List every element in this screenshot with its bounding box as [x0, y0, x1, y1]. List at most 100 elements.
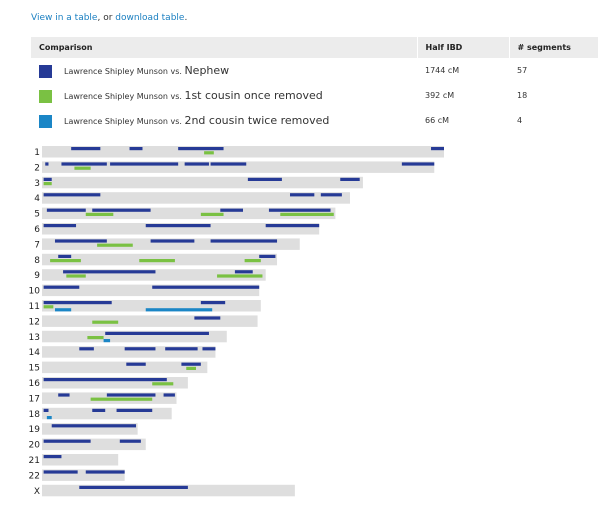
cousin1-segment [50, 259, 81, 263]
nephew-segment [85, 470, 125, 474]
nephew-segment [105, 331, 209, 335]
nephew-segment [119, 439, 141, 443]
chromosome-bar [42, 300, 261, 312]
nephew-segment [63, 270, 156, 274]
nephew-segment [51, 424, 137, 428]
chromosome-bar [42, 176, 363, 189]
chromosome-label: 10 [29, 287, 41, 297]
nephew-segment [210, 239, 278, 243]
nephew-segment [259, 254, 276, 258]
chromosome-bar [42, 438, 146, 451]
chromosome-label: 22 [29, 471, 40, 481]
nephew-segment [92, 208, 151, 212]
chromosome-label: 17 [29, 394, 40, 404]
chromosome-bar [42, 346, 216, 358]
nephew-segment [124, 347, 156, 351]
chromosome-bar [42, 361, 208, 374]
segments-cell: 57 [517, 66, 528, 75]
nephew-segment [145, 224, 211, 228]
nephew-segment [401, 162, 435, 166]
nephew-segment [58, 393, 70, 397]
nephew-segment [92, 408, 106, 412]
cousin1-segment [152, 382, 174, 386]
nephew-segment [184, 162, 209, 166]
chromosome-bar [42, 484, 295, 497]
relation-label: 1st cousin once removed [184, 88, 323, 102]
nephew-segment [43, 301, 112, 305]
chromosome-label: 6 [34, 225, 40, 235]
cousin1-segment [139, 259, 175, 263]
cousin1-segment [87, 336, 104, 340]
cousin1-segment [43, 305, 54, 309]
chromosome-label: 20 [29, 441, 41, 451]
view-in-table-link[interactable]: View in a table [31, 13, 98, 23]
chromosome-label: 8 [34, 256, 40, 266]
nephew-segment [126, 362, 146, 366]
chromosome-label: X [34, 487, 40, 497]
nephew-segment [43, 285, 80, 289]
person-name: Lawrence Shipley Munson vs. [64, 66, 182, 76]
cousin1-segment [217, 274, 263, 278]
chromosome-bar [42, 423, 138, 435]
chromosome-label: 15 [29, 364, 40, 374]
half-ibd-cell: 392 cM [425, 91, 455, 100]
nephew-segment [110, 162, 179, 166]
chromosome-label: 19 [29, 425, 41, 435]
cousin1-segment [97, 243, 133, 247]
chromosome-bar [42, 192, 350, 204]
chromosome-label: 1 [34, 148, 40, 158]
cousin2-segment [145, 308, 213, 312]
top-links: View in a table, or download table. [31, 13, 187, 23]
nephew-segment [43, 408, 49, 412]
nephew-segment [234, 270, 253, 274]
nephew-segment [43, 470, 78, 474]
chromosome-label: 5 [34, 210, 40, 220]
chromosome-label: 7 [34, 240, 40, 250]
chromosome-bar [42, 223, 320, 235]
nephew-segment [129, 147, 143, 151]
table-row: Lawrence Shipley Munson vs. 2nd cousin t… [31, 108, 598, 133]
chromosome-label: 14 [29, 348, 41, 358]
cousin2-segment [54, 308, 72, 312]
nephew-segment [290, 193, 315, 197]
nephew-segment [210, 162, 247, 166]
chromosome-label: 3 [34, 179, 40, 189]
chromosome-bar [42, 146, 444, 158]
comparison-cell: Lawrence Shipley Munson vs. 1st cousin o… [31, 83, 417, 108]
nephew-segment [43, 224, 77, 228]
nephew-segment [43, 455, 62, 459]
table-row: Lawrence Shipley Munson vs. Nephew 1744 … [31, 58, 598, 83]
chromosome-bar [42, 207, 336, 220]
cousin1-segment [244, 259, 261, 263]
nephew-segment [265, 224, 320, 228]
chromosome-label: 12 [29, 317, 40, 327]
nephew-segment [181, 362, 201, 366]
comparison-table: Comparison Half IBD # segments Lawrence … [31, 37, 598, 133]
chromosome-bar [42, 330, 227, 343]
cousin1-color-swatch [39, 89, 52, 103]
chromosome-bar [42, 377, 188, 389]
nephew-segment [220, 208, 243, 212]
links-separator: , or [97, 13, 116, 23]
cousin1-segment [280, 212, 334, 216]
chromosome-label: 4 [34, 194, 40, 204]
cousin1-segment [74, 166, 91, 170]
cousin2-segment [46, 416, 52, 420]
nephew-segment [431, 147, 444, 151]
nephew-segment [178, 147, 224, 151]
chromosome-bar [42, 469, 125, 481]
nephew-segment [247, 177, 282, 181]
comparison-cell: Lawrence Shipley Munson vs. Nephew [31, 58, 417, 83]
half-ibd-cell: 66 cM [425, 116, 450, 125]
download-table-link[interactable]: download table [115, 13, 185, 23]
nephew-segment [58, 254, 72, 258]
cousin1-segment [92, 320, 119, 324]
chromosome-bar [42, 407, 172, 420]
table-row: Lawrence Shipley Munson vs. 1st cousin o… [31, 83, 598, 108]
relation-label: Nephew [184, 63, 230, 77]
table-header-row: Comparison Half IBD # segments [31, 37, 598, 58]
chromosome-label: 18 [29, 410, 41, 420]
nephew-segment [46, 208, 86, 212]
nephew-segment [202, 347, 216, 351]
